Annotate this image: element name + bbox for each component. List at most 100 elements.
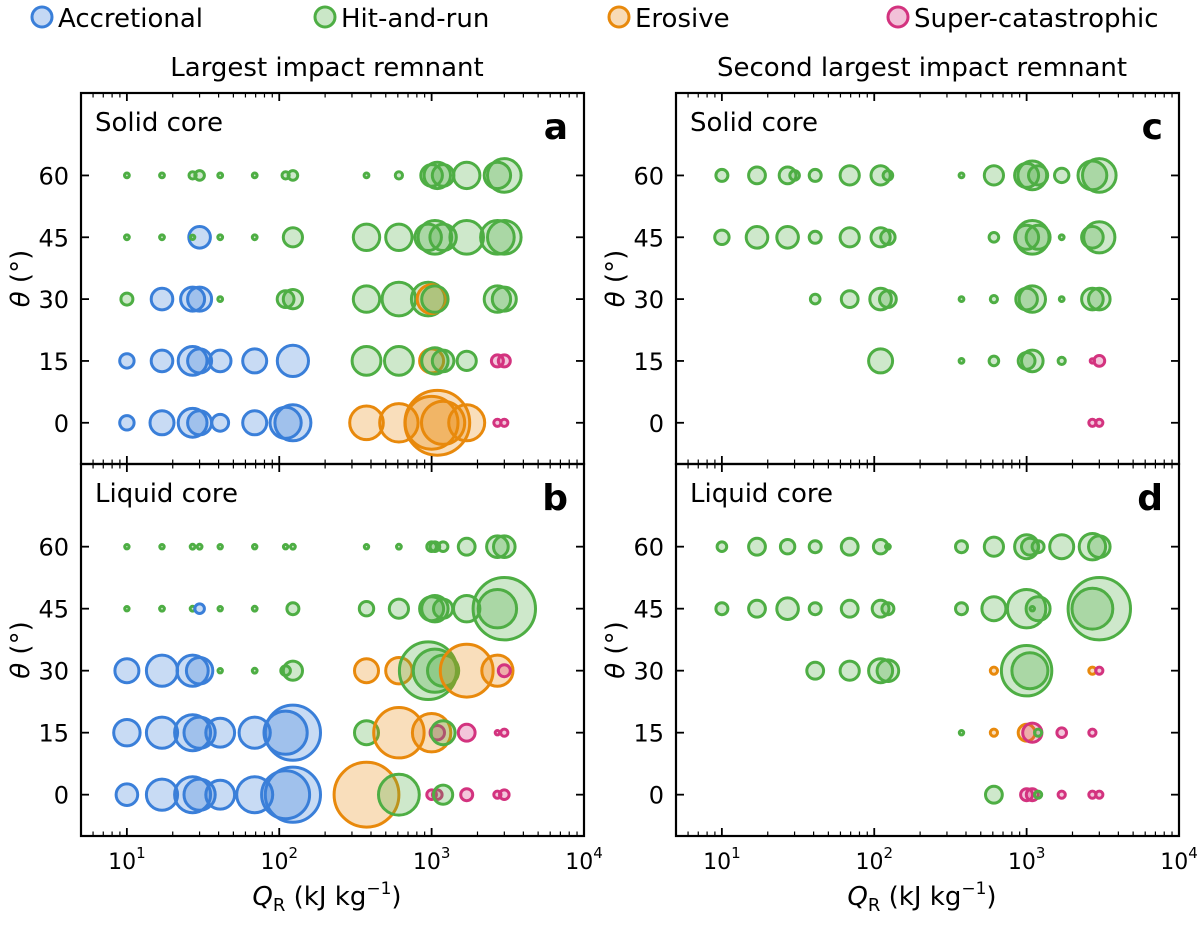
data-point xyxy=(867,657,895,685)
x-axis-label-right: QR (kJ kg−1) xyxy=(847,879,996,916)
data-point xyxy=(112,718,142,748)
x-tick-label: 101 xyxy=(108,844,146,875)
data-point xyxy=(114,782,140,808)
data-point xyxy=(416,219,454,256)
panel-letter: b xyxy=(542,478,568,519)
data-point xyxy=(438,642,495,699)
y-tick-label: 0 xyxy=(649,410,664,438)
data-point xyxy=(957,171,966,180)
data-point xyxy=(158,233,166,242)
data-point xyxy=(747,598,767,619)
x-tick-label: 103 xyxy=(1008,844,1046,875)
data-point xyxy=(207,348,233,374)
data-point xyxy=(452,160,482,191)
legend-marker-hitrun xyxy=(313,5,337,29)
data-point xyxy=(332,760,401,829)
y-tick-label: 0 xyxy=(649,782,664,810)
data-point xyxy=(788,169,801,182)
data-point xyxy=(393,170,404,181)
data-point xyxy=(1081,157,1118,194)
data-point xyxy=(420,284,450,314)
data-point xyxy=(1010,651,1050,691)
data-point xyxy=(807,167,823,183)
data-point xyxy=(436,540,450,554)
data-point xyxy=(216,233,225,242)
legend-label-supercat: Super-catastrophic xyxy=(914,4,1159,34)
data-point xyxy=(176,406,209,439)
panel-letter: c xyxy=(1142,107,1163,148)
data-point xyxy=(482,160,513,191)
data-point xyxy=(775,596,800,622)
data-point xyxy=(357,600,376,618)
data-point xyxy=(193,602,206,616)
data-point xyxy=(432,783,455,806)
data-point xyxy=(158,604,166,613)
y-tick-label: 30 xyxy=(633,286,664,314)
y-tick-label: 45 xyxy=(38,224,69,252)
data-point xyxy=(1057,295,1066,304)
data-point xyxy=(880,601,896,617)
data-point xyxy=(353,719,380,747)
y-tick-label: 15 xyxy=(633,720,664,748)
data-point xyxy=(411,647,458,694)
axes-frame xyxy=(79,462,586,838)
x-label-exponent: −1 xyxy=(961,879,986,899)
x-label-subscript: R xyxy=(868,895,881,916)
markers-b xyxy=(112,534,537,829)
panel-letter: d xyxy=(1137,478,1163,519)
y-tick-label: 60 xyxy=(38,162,69,190)
axes-frame xyxy=(79,91,586,466)
data-point xyxy=(838,226,861,249)
y-axis-label: θ (°) xyxy=(601,250,631,307)
data-point xyxy=(281,543,290,551)
data-point xyxy=(372,706,426,760)
markers-a xyxy=(118,157,523,457)
x-label-subscript: R xyxy=(273,895,286,916)
data-point xyxy=(747,536,767,557)
data-point xyxy=(1020,348,1045,374)
data-point xyxy=(179,285,207,313)
y-tick-label: 0 xyxy=(54,782,69,810)
data-point xyxy=(471,576,537,642)
data-point xyxy=(420,346,450,376)
legend-item-supercat: Super-catastrophic xyxy=(886,4,1159,34)
x-label-unit: (kJ kg xyxy=(294,882,367,912)
data-point xyxy=(1028,605,1037,613)
data-point xyxy=(838,659,861,682)
data-point xyxy=(263,703,322,762)
y-tick-label: 15 xyxy=(38,348,69,376)
data-point xyxy=(447,403,487,443)
data-point xyxy=(1087,534,1112,560)
data-point xyxy=(216,295,225,304)
data-point xyxy=(713,228,731,247)
data-point xyxy=(808,292,822,306)
data-point xyxy=(954,539,969,555)
data-point xyxy=(1030,539,1046,555)
data-point xyxy=(158,171,166,180)
panel-b: 0 15 30 45 60 101 102 103 104 θ (°) Liquid core b xyxy=(6,462,603,875)
legend-item-accretional: Accretional xyxy=(30,4,203,34)
data-point xyxy=(187,225,212,250)
data-point xyxy=(237,715,272,750)
data-point xyxy=(1077,532,1108,562)
y-tick-label: 15 xyxy=(38,720,69,748)
data-point xyxy=(778,538,797,556)
legend-marker-accretional xyxy=(30,5,54,29)
data-point xyxy=(954,601,969,617)
data-point xyxy=(744,225,770,250)
data-point xyxy=(289,542,297,551)
data-point xyxy=(113,657,141,685)
column-title-right: Second largest impact remnant xyxy=(717,53,1127,83)
y-tick-label: 45 xyxy=(633,596,664,624)
data-point xyxy=(119,291,135,307)
data-point xyxy=(496,353,512,369)
y-tick-label: 60 xyxy=(633,162,664,190)
x-tick-label: 102 xyxy=(855,844,893,875)
y-tick-label: 30 xyxy=(633,658,664,686)
data-point xyxy=(193,169,206,182)
data-point xyxy=(1056,355,1067,366)
data-point xyxy=(1024,223,1052,251)
data-point xyxy=(216,171,225,180)
markers-c xyxy=(713,157,1118,428)
data-point xyxy=(871,538,890,556)
